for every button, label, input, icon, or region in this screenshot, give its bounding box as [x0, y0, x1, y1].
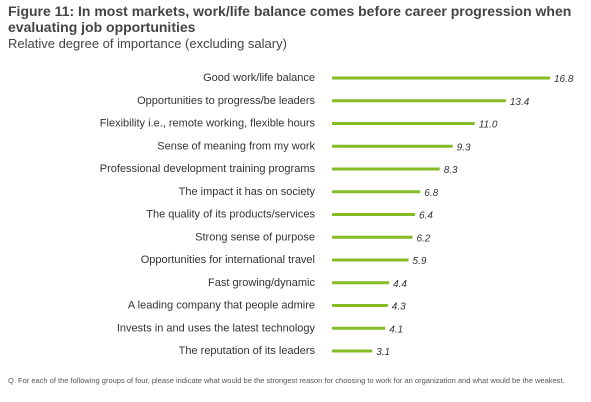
bar: [332, 144, 453, 148]
value-label: 5.9: [413, 256, 427, 267]
value-label: 3.1: [376, 347, 390, 358]
category-label: The quality of its products/services: [146, 209, 315, 221]
value-label: 13.4: [510, 97, 530, 108]
category-label: Professional development training progra…: [100, 163, 316, 175]
value-label: 4.1: [389, 324, 403, 335]
bar: [332, 281, 390, 285]
value-label: 11.0: [479, 120, 498, 131]
bar: [332, 99, 506, 103]
category-label: Fast growing/dynamic: [208, 277, 315, 289]
bar: [332, 326, 386, 330]
value-label: 16.8: [554, 74, 574, 85]
value-label: 4.4: [393, 279, 407, 290]
bar: [332, 167, 440, 171]
bar: [332, 122, 475, 125]
category-label: Sense of meaning from my work: [157, 140, 315, 152]
chart-title: Figure 11: In most markets, work/life ba…: [8, 3, 572, 35]
category-label: The impact it has on society: [179, 186, 316, 198]
footnote: Q. For each of the following groups of f…: [8, 376, 565, 385]
value-label: 6.2: [416, 233, 430, 244]
category-label: Flexibility i.e., remote working, flexib…: [100, 118, 316, 130]
bar: [332, 235, 413, 239]
value-label: 6.4: [419, 211, 433, 222]
value-label: 4.3: [392, 302, 406, 313]
category-label: A leading company that people admire: [128, 300, 315, 312]
bar: [332, 304, 388, 307]
category-label: The reputation of its leaders: [179, 345, 316, 357]
bar: [332, 76, 550, 80]
category-label: Good work/life balance: [203, 72, 315, 84]
bar-chart: Good work/life balance 16.8 Opportunities …: [100, 72, 574, 358]
category-label: Opportunities to progress/be leaders: [137, 95, 315, 107]
chart-subtitle: Relative degree of importance (excluding…: [8, 36, 287, 51]
value-label: 9.3: [457, 142, 471, 153]
bar: [332, 190, 421, 194]
category-label: Invests in and uses the latest technolog…: [117, 322, 316, 334]
value-label: 6.8: [424, 188, 438, 199]
bar: [332, 213, 416, 216]
value-label: 8.3: [444, 165, 458, 176]
category-label: Opportunities for international travel: [141, 254, 315, 266]
bar: [332, 349, 373, 353]
bar: [332, 258, 409, 262]
category-label: Strong sense of purpose: [195, 231, 315, 243]
